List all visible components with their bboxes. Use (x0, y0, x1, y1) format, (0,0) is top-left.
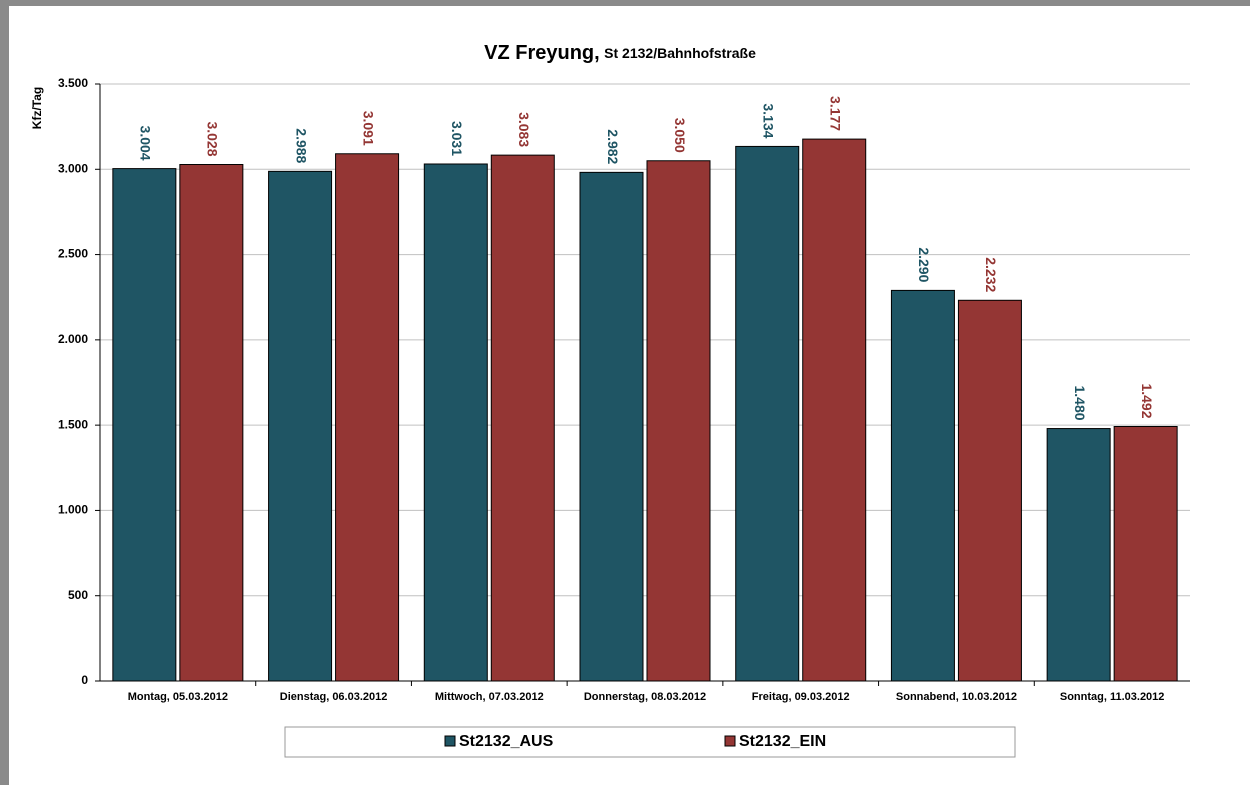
legend-swatch (444, 735, 456, 747)
bar (802, 138, 867, 682)
frame-top (0, 0, 1250, 6)
chart-subtitle: St 2132/Bahnhofstraße (604, 45, 756, 61)
value-label: 1.480 (1072, 386, 1088, 421)
y-tick-label: 3.000 (58, 161, 88, 175)
bar (646, 160, 711, 682)
value-label: 2.290 (916, 247, 932, 282)
y-tick-label: 1.500 (58, 417, 88, 431)
bar (890, 289, 955, 682)
legend-swatch (724, 735, 736, 747)
bar (579, 171, 644, 682)
y-tick-label: 1.000 (58, 503, 88, 517)
bar (268, 170, 333, 682)
frame-left (0, 0, 9, 785)
bar (490, 154, 555, 682)
legend-label: St2132_AUS (459, 733, 554, 750)
value-label: 3.177 (828, 96, 844, 131)
chart-title-line: VZ Freyung, St 2132/Bahnhofstraße (484, 42, 756, 64)
x-tick-label: Donnerstag, 08.03.2012 (584, 691, 706, 703)
value-label: 2.988 (293, 128, 309, 163)
chart-title: VZ Freyung, (484, 42, 600, 64)
x-tick-label: Freitag, 09.03.2012 (752, 691, 850, 703)
legend-label: St2132_EIN (739, 733, 826, 750)
value-label: 1.492 (1139, 383, 1155, 418)
bar (179, 164, 244, 682)
y-tick-label: 2.500 (58, 247, 88, 261)
value-label: 3.031 (449, 121, 465, 156)
x-tick-label: Mittwoch, 07.03.2012 (435, 691, 544, 703)
bar (957, 299, 1022, 682)
y-tick-label: 0 (81, 673, 88, 687)
y-tick-label: 500 (68, 588, 88, 602)
y-axis-label: Kfz/Tag (30, 87, 44, 129)
x-tick-label: Sonntag, 11.03.2012 (1060, 691, 1165, 703)
bar (1113, 426, 1178, 682)
value-label: 3.004 (138, 126, 154, 161)
x-tick-label: Dienstag, 06.03.2012 (280, 691, 388, 703)
bar (735, 145, 800, 682)
value-label: 3.134 (761, 103, 777, 138)
value-label: 3.050 (672, 118, 688, 153)
y-tick-label: 3.500 (58, 76, 88, 90)
value-label: 3.091 (360, 111, 376, 146)
bar (1046, 428, 1111, 682)
value-label: 2.982 (605, 129, 621, 164)
legend-box (284, 726, 1016, 758)
y-tick-label: 2.000 (58, 332, 88, 346)
x-tick-label: Montag, 05.03.2012 (128, 691, 228, 703)
bar (423, 163, 488, 682)
bar (335, 153, 400, 682)
x-tick-label: Sonnabend, 10.03.2012 (896, 691, 1017, 703)
value-label: 3.083 (516, 112, 532, 147)
value-label: 2.232 (983, 257, 999, 292)
bar (112, 168, 177, 682)
value-label: 3.028 (205, 121, 221, 156)
